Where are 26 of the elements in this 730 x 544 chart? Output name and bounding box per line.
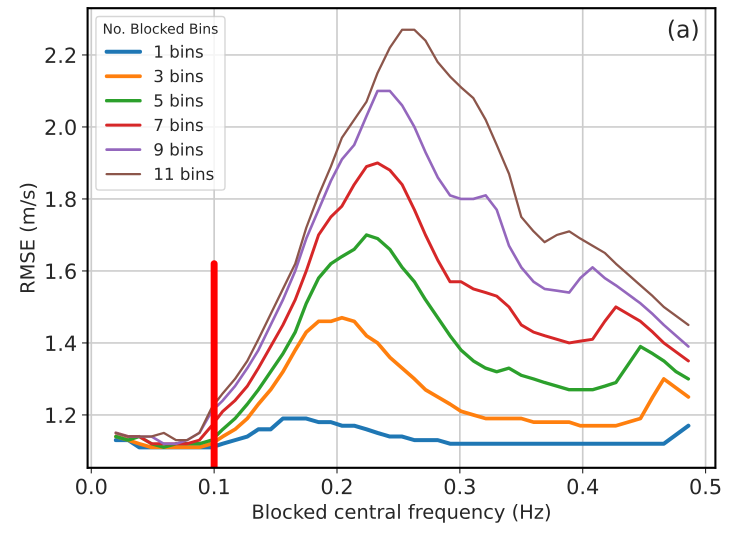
x-tick-label: 0.2	[322, 478, 352, 494]
line-series	[114, 233, 690, 449]
legend-title: No. Blocked Bins	[104, 23, 218, 34]
y-axis-title: RMSE (m/s)	[20, 184, 38, 292]
x-tick-label: 0.1	[198, 478, 229, 494]
y-tick-label: 1.8	[46, 191, 76, 208]
line-series	[114, 90, 690, 446]
legend-label: 5 bins	[154, 94, 203, 107]
x-tick-label: 0.5	[690, 478, 720, 494]
line-series	[114, 316, 690, 450]
line-series	[114, 161, 690, 446]
legend-label: 3 bins	[154, 69, 203, 82]
legend-label: 11 bins	[155, 167, 214, 180]
y-tick-label: 1.4	[46, 336, 76, 351]
y-tick-label: 1.6	[46, 263, 76, 280]
legend-label: 9 bins	[154, 142, 203, 156]
y-tick-label: 2.2	[46, 47, 76, 63]
legend-label: 7 bins	[154, 118, 203, 132]
x-tick-label: 0.0	[76, 478, 106, 494]
x-tick-label: 0.4	[568, 478, 598, 494]
legend-label: 1 bins	[155, 44, 203, 58]
y-tick-label: 1.2	[46, 407, 76, 423]
y-tick-label: 2.0	[46, 119, 76, 136]
x-axis-title: Blocked central frequency (Hz)	[253, 504, 550, 523]
annotation: (a)	[668, 20, 698, 41]
x-tick-label: 0.3	[444, 478, 475, 494]
